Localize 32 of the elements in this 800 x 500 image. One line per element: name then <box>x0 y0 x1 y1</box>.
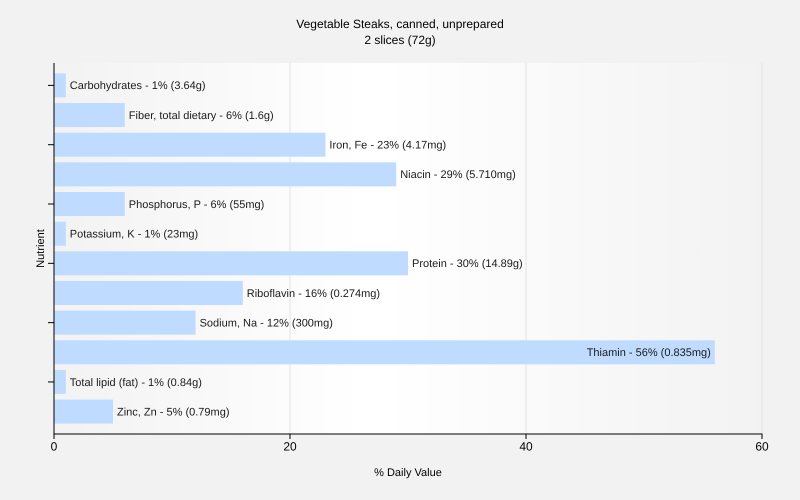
x-tick-label: 40 <box>519 440 533 454</box>
bar <box>54 310 196 335</box>
y-tick-label: Iron, Fe - 23% (4.17mg) <box>329 140 446 152</box>
x-tick-label: 20 <box>283 440 297 454</box>
bar <box>54 251 408 276</box>
y-tick-label: Protein - 30% (14.89g) <box>412 258 523 270</box>
bar <box>54 370 66 394</box>
bar <box>54 103 125 128</box>
bar <box>54 340 715 364</box>
bar <box>54 162 396 186</box>
x-axis-title: % Daily Value <box>374 467 442 479</box>
x-tick-label: 0 <box>50 440 58 454</box>
y-tick-label: Zinc, Zn - 5% (0.79mg) <box>117 406 230 418</box>
bar <box>54 400 113 424</box>
y-tick-label: Phosphorus, P - 6% (55mg) <box>128 198 264 211</box>
chart-subtitle: 2 slices (72g) <box>364 33 436 47</box>
y-tick-label: Sodium, Na - 12% (300mg) <box>200 317 333 330</box>
bar <box>54 280 243 305</box>
y-axis-title: Nutrient <box>35 229 47 268</box>
bar <box>54 222 66 246</box>
y-tick-label: Total lipid (fat) - 1% (0.84g) <box>70 376 202 389</box>
y-tick-label: Carbohydrates - 1% (3.64g) <box>70 80 206 92</box>
bar <box>54 192 125 216</box>
y-tick-label: Niacin - 29% (5.710mg) <box>400 169 516 182</box>
y-tick-label: Potassium, K - 1% (23mg) <box>70 228 198 241</box>
y-tick-label: Riboflavin - 16% (0.274mg) <box>246 288 380 300</box>
x-tick-label: 60 <box>755 440 769 454</box>
y-tick-label: Thiamin - 56% (0.835mg) <box>586 347 711 360</box>
bar <box>54 73 66 98</box>
chart-title: Vegetable Steaks, canned, unprepared <box>296 17 504 31</box>
bar <box>54 132 326 157</box>
y-tick-label: Fiber, total dietary - 6% (1.6g) <box>128 110 274 122</box>
